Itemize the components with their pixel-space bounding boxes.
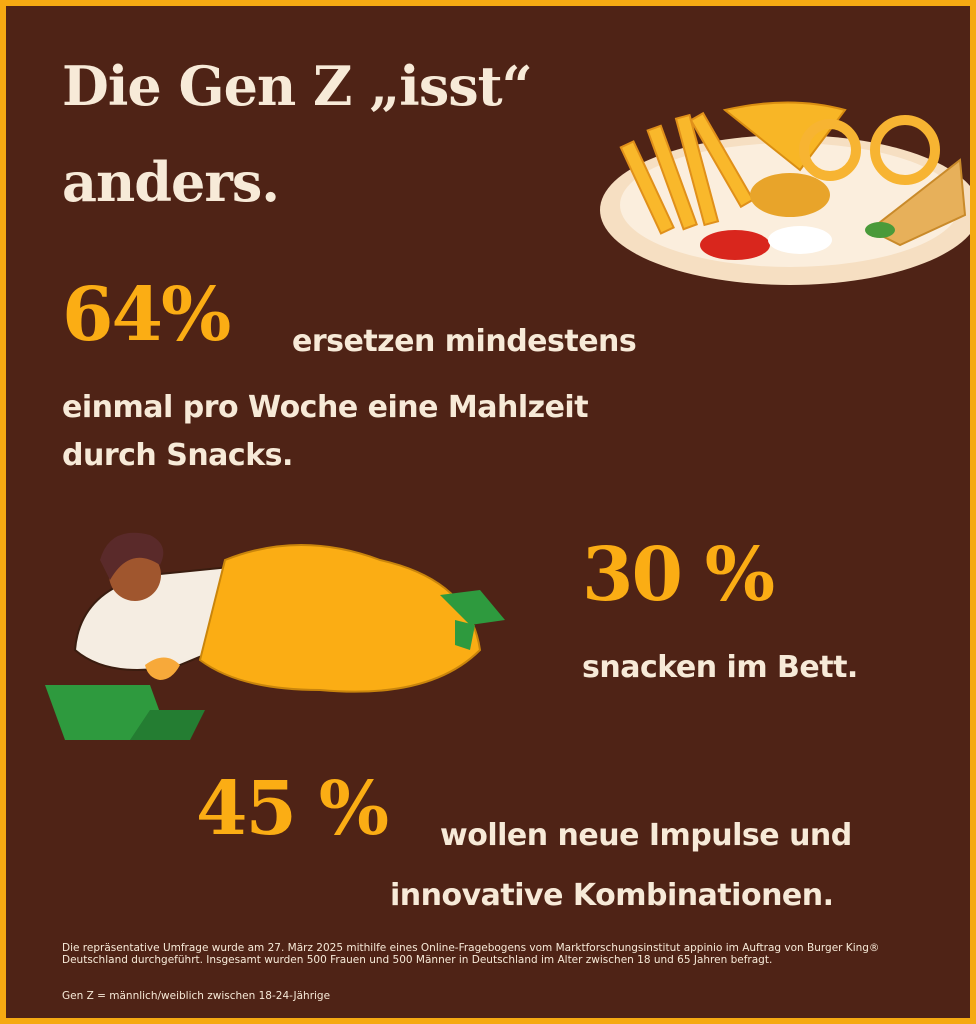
stat-text: durch Snacks. <box>62 438 293 473</box>
stat-text: snacken im Bett. <box>582 650 858 685</box>
person-illustration <box>45 532 505 740</box>
stat-text: einmal pro Woche eine Mahlzeit <box>62 390 589 425</box>
definition: Gen Z = männlich/weiblich zwischen 18-24… <box>62 990 331 1002</box>
title-line: anders. <box>62 150 280 214</box>
stat-figure: 64% <box>62 272 231 358</box>
stat-text: innovative Kombinationen. <box>390 878 834 913</box>
title-line: Die Gen Z „isst“ <box>62 54 533 118</box>
stat-text: ersetzen mindestens <box>292 324 637 359</box>
stat-figure: 45 % <box>196 766 389 852</box>
stat-figure: 30 % <box>582 532 775 618</box>
footnote: Deutschland durchgeführt. Insgesamt wurd… <box>62 954 773 966</box>
stat-text: wollen neue Impulse und <box>440 818 852 853</box>
snack-plate <box>600 101 970 285</box>
footnote: Die repräsentative Umfrage wurde am 27. … <box>62 942 880 954</box>
